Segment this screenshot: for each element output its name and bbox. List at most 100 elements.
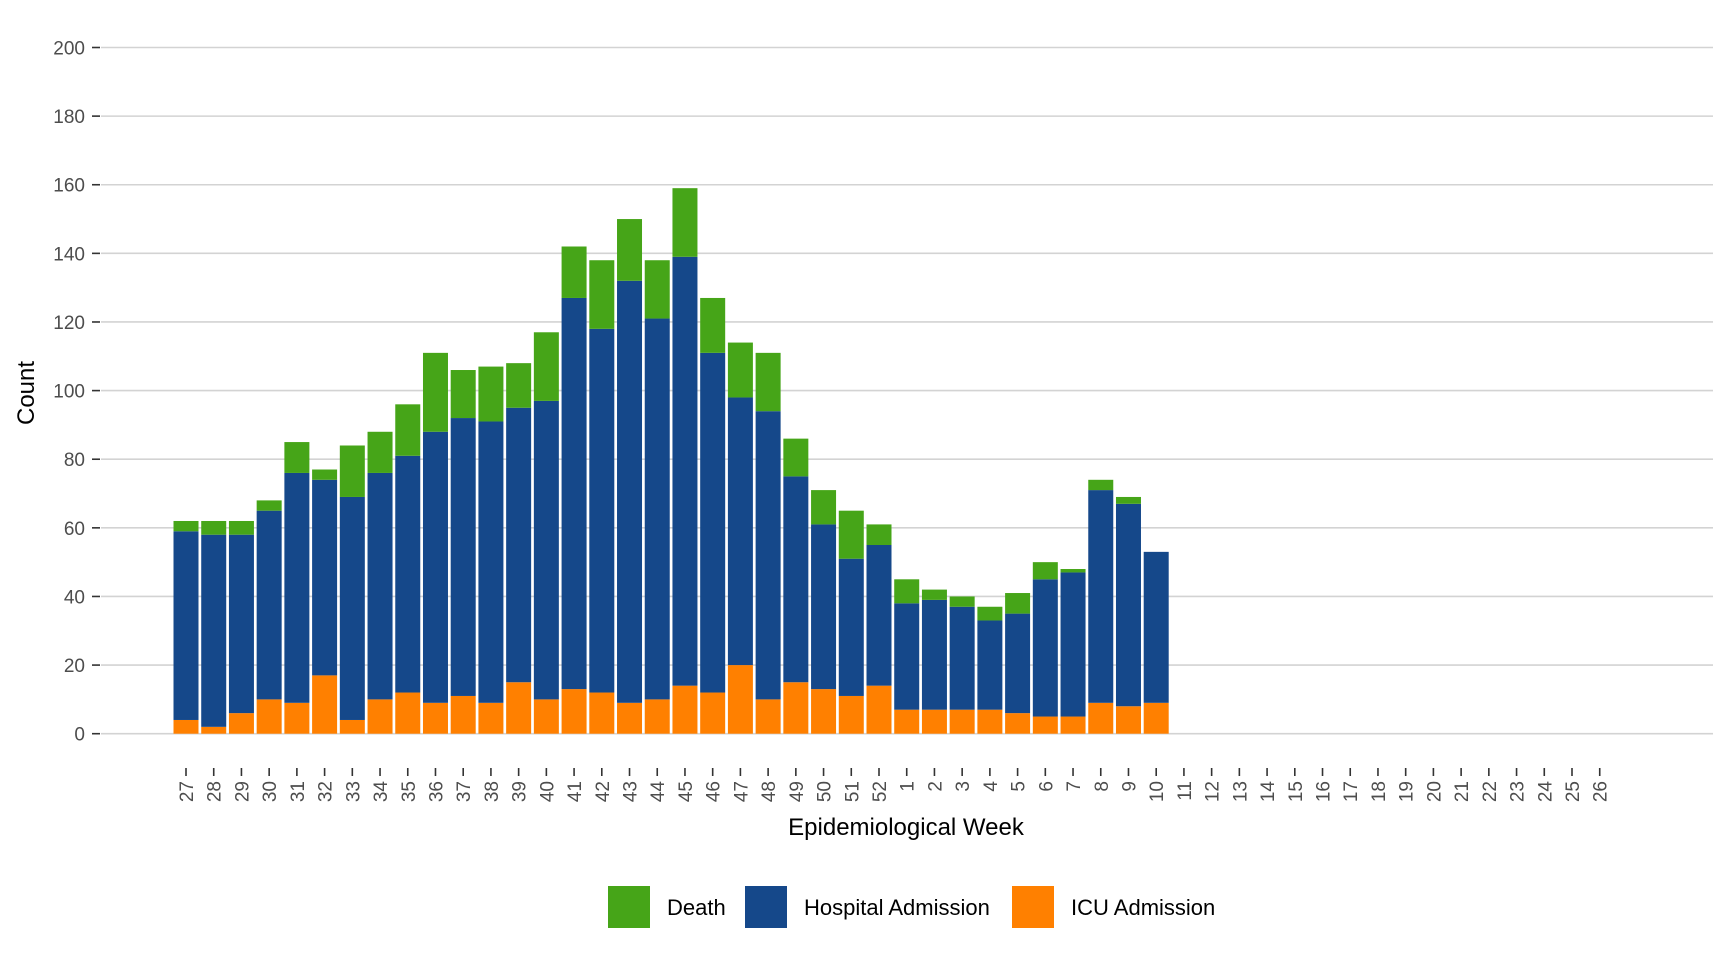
bar-icu-admission bbox=[921, 709, 947, 734]
x-tick-label: 38 bbox=[482, 781, 503, 802]
bar-death bbox=[811, 490, 837, 525]
bar-hospital-admission bbox=[1005, 613, 1031, 714]
bar-icu-admission bbox=[700, 692, 726, 734]
bars bbox=[173, 188, 1169, 734]
bar-death bbox=[339, 445, 365, 497]
bar-icu-admission bbox=[284, 702, 310, 734]
x-tick-label: 3 bbox=[953, 781, 974, 792]
x-tick-label: 20 bbox=[1424, 781, 1445, 802]
bar-death bbox=[700, 297, 726, 353]
x-tick-label: 2 bbox=[925, 781, 946, 792]
bar-hospital-admission bbox=[1143, 551, 1169, 703]
y-axis-title: Count bbox=[13, 361, 40, 425]
x-tick-label: 29 bbox=[232, 781, 253, 802]
bar-hospital-admission bbox=[727, 397, 753, 666]
bar-death bbox=[1005, 593, 1031, 614]
bar-hospital-admission bbox=[533, 400, 559, 700]
x-tick-label: 28 bbox=[205, 781, 226, 802]
bar-hospital-admission bbox=[284, 472, 310, 703]
x-tick-label: 15 bbox=[1286, 781, 1307, 802]
bar-hospital-admission bbox=[1032, 579, 1058, 717]
bar-death bbox=[256, 500, 282, 511]
bar-death bbox=[644, 260, 670, 319]
bar-icu-admission bbox=[478, 702, 504, 734]
x-tick-label: 25 bbox=[1563, 781, 1584, 802]
legend-label: ICU Admission bbox=[1071, 895, 1215, 920]
bar-hospital-admission bbox=[700, 352, 726, 693]
x-tick-label: 5 bbox=[1009, 781, 1030, 792]
x-tick-label: 40 bbox=[537, 781, 558, 802]
bar-hospital-admission bbox=[755, 411, 781, 700]
bar-icu-admission bbox=[644, 699, 670, 734]
bar-icu-admission bbox=[1032, 716, 1058, 734]
x-tick-label: 50 bbox=[815, 781, 836, 802]
bar-death bbox=[422, 352, 448, 432]
bar-hospital-admission bbox=[838, 558, 864, 696]
x-tick-label: 41 bbox=[565, 781, 586, 802]
bar-icu-admission bbox=[949, 709, 975, 734]
y-tick-label: 120 bbox=[53, 313, 85, 334]
bar-death bbox=[228, 520, 254, 535]
legend-swatch bbox=[745, 886, 787, 928]
bar-death bbox=[506, 363, 532, 408]
bar-hospital-admission bbox=[478, 421, 504, 703]
x-tick-label: 26 bbox=[1591, 781, 1612, 802]
bar-icu-admission bbox=[395, 692, 421, 734]
bar-death bbox=[894, 579, 920, 604]
bar-hospital-admission bbox=[201, 534, 227, 727]
bar-death bbox=[561, 246, 587, 298]
bar-icu-admission bbox=[533, 699, 559, 734]
bar-death bbox=[727, 342, 753, 398]
y-tick-label: 40 bbox=[64, 587, 85, 608]
bar-death bbox=[921, 589, 947, 600]
x-tick-label: 1 bbox=[898, 781, 919, 792]
x-tick-label: 18 bbox=[1369, 781, 1390, 802]
legend-swatch bbox=[1012, 886, 1054, 928]
x-tick-label: 19 bbox=[1397, 781, 1418, 802]
bar-death bbox=[395, 404, 421, 456]
x-tick-label: 44 bbox=[648, 781, 669, 803]
bar-icu-admission bbox=[1088, 702, 1114, 734]
x-tick-label: 52 bbox=[870, 781, 891, 802]
bar-hospital-admission bbox=[422, 431, 448, 703]
y-tick-label: 100 bbox=[53, 382, 85, 403]
bar-icu-admission bbox=[173, 719, 199, 734]
legend-label: Death bbox=[667, 895, 726, 920]
bar-icu-admission bbox=[450, 695, 476, 734]
x-tick-label: 12 bbox=[1203, 781, 1224, 802]
x-tick-label: 37 bbox=[454, 781, 475, 802]
bar-hospital-admission bbox=[395, 455, 421, 693]
bar-icu-admission bbox=[838, 695, 864, 734]
x-tick-label: 42 bbox=[593, 781, 614, 802]
x-tick-label: 13 bbox=[1230, 781, 1251, 802]
x-tick-label: 30 bbox=[260, 781, 281, 802]
bar-death bbox=[1088, 479, 1114, 491]
legend: Death Hospital Admission ICU Admission bbox=[608, 886, 1215, 928]
y-tick-label: 60 bbox=[64, 519, 85, 540]
bar-hospital-admission bbox=[866, 544, 892, 686]
bar-death bbox=[617, 219, 643, 281]
x-tick-label: 34 bbox=[371, 781, 392, 803]
x-tick-label: 35 bbox=[399, 781, 420, 802]
bar-icu-admission bbox=[617, 702, 643, 734]
bar-death bbox=[312, 469, 338, 480]
bar-hospital-admission bbox=[312, 479, 338, 676]
bar-icu-admission bbox=[727, 665, 753, 734]
x-tick-label: 43 bbox=[621, 781, 642, 802]
bar-death bbox=[533, 332, 559, 401]
bar-death bbox=[672, 188, 698, 257]
bar-hospital-admission bbox=[228, 534, 254, 714]
bar-hospital-admission bbox=[617, 280, 643, 703]
x-tick-label: 39 bbox=[510, 781, 531, 802]
bar-hospital-admission bbox=[367, 472, 393, 700]
bar-icu-admission bbox=[256, 699, 282, 734]
x-tick-label: 36 bbox=[426, 781, 447, 802]
x-tick-label: 51 bbox=[842, 781, 863, 802]
x-tick-label: 47 bbox=[731, 781, 752, 802]
bar-hospital-admission bbox=[339, 496, 365, 720]
bar-death bbox=[173, 520, 199, 532]
x-tick-label: 10 bbox=[1147, 781, 1168, 802]
bar-hospital-admission bbox=[921, 599, 947, 710]
x-tick-label: 8 bbox=[1092, 781, 1113, 792]
